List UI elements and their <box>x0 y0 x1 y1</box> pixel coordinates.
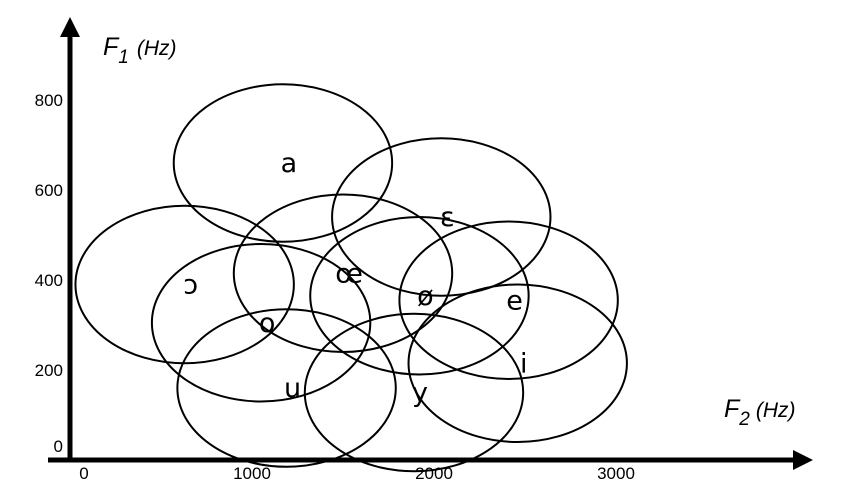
x-tick-label: 0 <box>79 464 88 483</box>
vowel-region-ellipse <box>172 83 394 243</box>
x-tick-labels: 0 1000 2000 3000 <box>79 464 635 483</box>
y-tick-labels: 0 200 400 600 800 <box>35 91 63 456</box>
vowel-label: o <box>259 308 276 339</box>
y-tick-label: 200 <box>35 361 63 380</box>
vowel-label: œ <box>335 258 363 289</box>
vowel-region-ellipse <box>74 204 295 365</box>
vowel-region-ellipse <box>309 216 530 376</box>
vowel-label: u <box>284 373 301 404</box>
vowel-label: ɛ <box>440 202 455 233</box>
y-tick-label: 0 <box>54 437 63 456</box>
x-tick-label: 3000 <box>597 464 635 483</box>
vowel-labels: a ɛ ɔ œ ø e o u y i <box>183 148 527 409</box>
vowel-regions <box>74 83 628 473</box>
vowel-label: ɔ <box>183 270 198 301</box>
y-tick-label: 800 <box>35 91 63 110</box>
vowel-region-ellipse <box>176 308 397 468</box>
vowel-label: ø <box>417 281 434 312</box>
y-axis-title: F1 (Hz) <box>103 33 177 68</box>
vowel-region-ellipse <box>150 243 372 403</box>
x-axis-title: F2 (Hz) <box>724 395 796 430</box>
vowel-region-ellipse <box>398 220 619 380</box>
vowel-label: a <box>281 148 298 179</box>
y-tick-label: 400 <box>35 271 63 290</box>
vowel-label: i <box>520 348 528 379</box>
vowel-region-ellipse <box>331 137 552 297</box>
x-tick-label: 1000 <box>233 464 271 483</box>
vowel-region-ellipse <box>407 283 628 443</box>
vowel-label: y <box>412 378 428 409</box>
vowel-region-ellipse <box>303 312 525 473</box>
y-tick-label: 600 <box>35 181 63 200</box>
vowel-label: e <box>506 285 523 316</box>
